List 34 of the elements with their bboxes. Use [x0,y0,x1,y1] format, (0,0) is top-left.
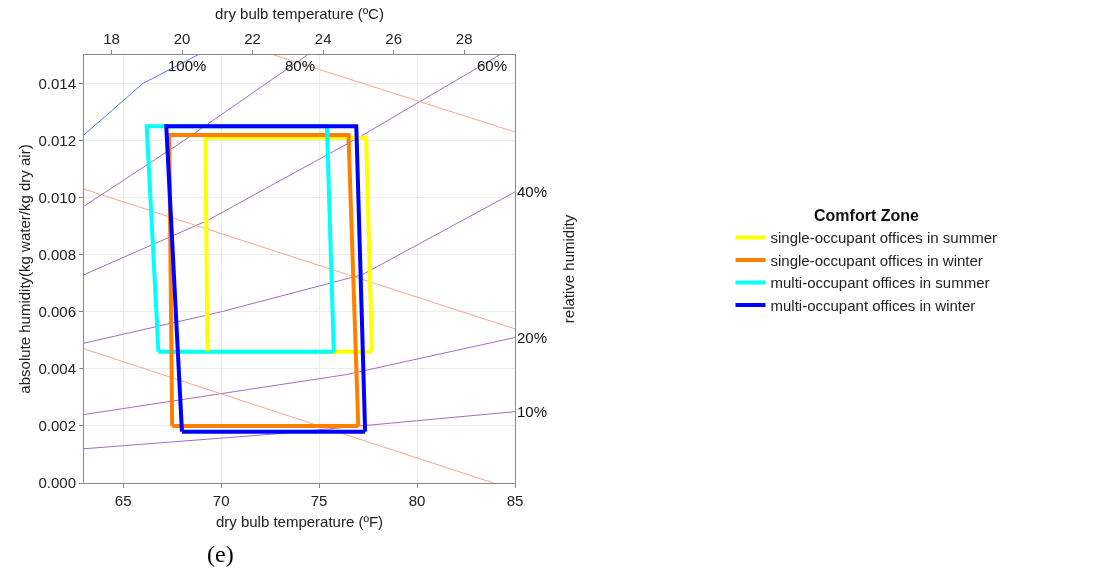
x2-axis-title: dry bulb temperature (ºC) [215,5,384,23]
y-tick-label: 0.014 [38,74,76,92]
legend-label: single-occupant offices in summer [770,229,997,247]
x2-tick-label: 28 [455,30,473,47]
x2-tick-label: 22 [244,30,261,47]
x-tick-label: 65 [114,492,132,509]
x-tick-label: 80 [408,492,426,509]
annotation: 10% [517,403,548,420]
x2-tick-label: 24 [314,30,332,47]
y-tick-label: 0.010 [38,188,76,206]
annotation: 40% [517,183,548,200]
y-tick-label: 0.000 [38,474,76,492]
legend-label: multi-occupant offices in winter [770,296,976,314]
x2-tick-label: 26 [385,30,403,47]
legend-label: single-occupant offices in winter [770,251,983,269]
x-tick-label: 70 [212,492,230,509]
legend-label: multi-occupant offices in summer [770,274,990,292]
y-tick-label: 0.002 [38,417,76,435]
x2-tick-label: 18 [103,30,120,47]
legend-title: Comfort Zone [814,207,919,225]
x-tick-label: 85 [506,492,524,509]
y-tick-label: 0.012 [38,131,76,149]
y-tick-label: 0.004 [38,360,76,378]
x-tick-label: 75 [310,492,328,509]
annotation: 80% [285,57,316,74]
annotation: 60% [477,57,508,74]
y2-axis-title: relative humidity [560,214,577,324]
y-axis-title: absolute humidity(kg water/kg dry air) [15,144,33,394]
y-tick-label: 0.008 [38,245,76,263]
annotation: 20% [517,329,548,346]
x-axis-title: dry bulb temperature (ºF) [215,513,384,530]
x2-tick-label: 20 [173,30,191,47]
text: (e) [207,541,234,567]
y-tick-label: 0.006 [38,303,76,321]
